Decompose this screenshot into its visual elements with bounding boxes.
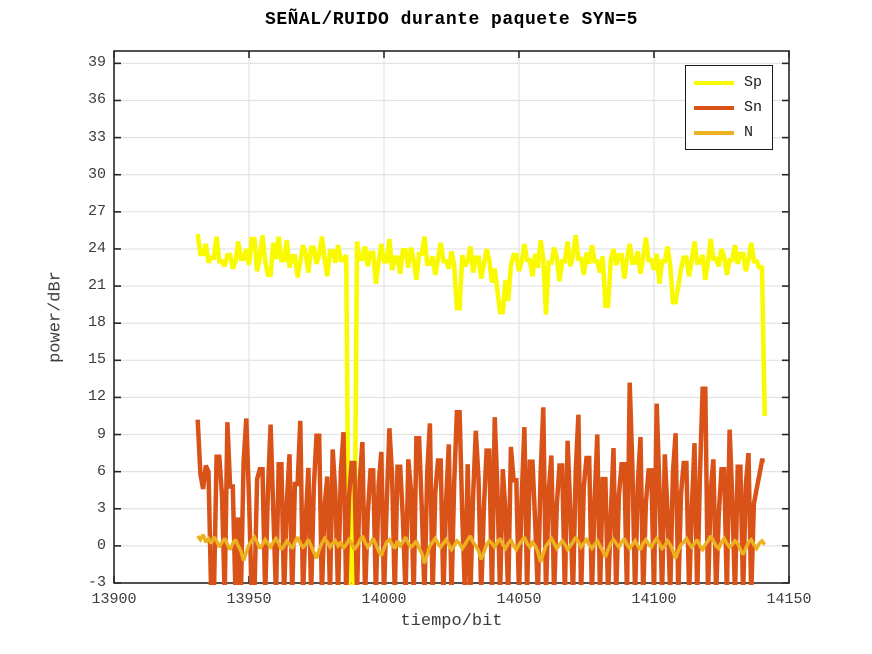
x-tick-label: 13900 — [91, 591, 137, 608]
x-tick-label: 14100 — [631, 591, 677, 608]
x-tick-label: 14000 — [361, 591, 407, 608]
y-tick-label: 24 — [87, 239, 106, 257]
legend-label: Sp — [744, 74, 763, 91]
legend-entry-N: N — [686, 125, 772, 140]
y-tick-label: 12 — [87, 388, 106, 406]
y-tick-label: 18 — [87, 314, 106, 332]
chart-title: SEÑAL/RUIDO durante paquete SYN=5 — [265, 10, 638, 30]
legend-line-sample — [694, 80, 734, 85]
y-tick-label: 6 — [96, 462, 106, 480]
series-line-Sp — [195, 233, 767, 585]
x-tick-label: 13950 — [226, 591, 272, 608]
legend-entry-Sp: Sp — [686, 75, 772, 90]
y-tick-label: 36 — [87, 91, 106, 109]
x-tick-label: 14050 — [496, 591, 542, 608]
x-tick-label: 14150 — [766, 591, 812, 608]
y-tick-label: 15 — [87, 351, 106, 369]
y-tick-label: 21 — [87, 277, 106, 295]
y-tick-label: 3 — [96, 499, 106, 517]
y-tick-label: 9 — [96, 425, 106, 443]
y-tick-label: 39 — [87, 54, 106, 72]
legend-line-sample — [694, 105, 734, 110]
series-line-N — [196, 533, 767, 564]
y-tick-label: 33 — [87, 128, 106, 146]
legend-label: N — [744, 124, 754, 141]
legend-label: Sn — [744, 99, 763, 116]
series-line-Sn — [195, 382, 765, 585]
y-tick-label: 27 — [87, 202, 106, 220]
legend-entry-Sn: Sn — [686, 100, 772, 115]
legend: Sp Sn N — [685, 65, 773, 150]
y-tick-label: 30 — [87, 165, 106, 183]
y-tick-label: 0 — [96, 536, 106, 554]
y-tick-label: -3 — [87, 574, 106, 591]
x-axis-label: tiempo/bit — [400, 612, 503, 631]
legend-line-sample — [694, 130, 734, 135]
